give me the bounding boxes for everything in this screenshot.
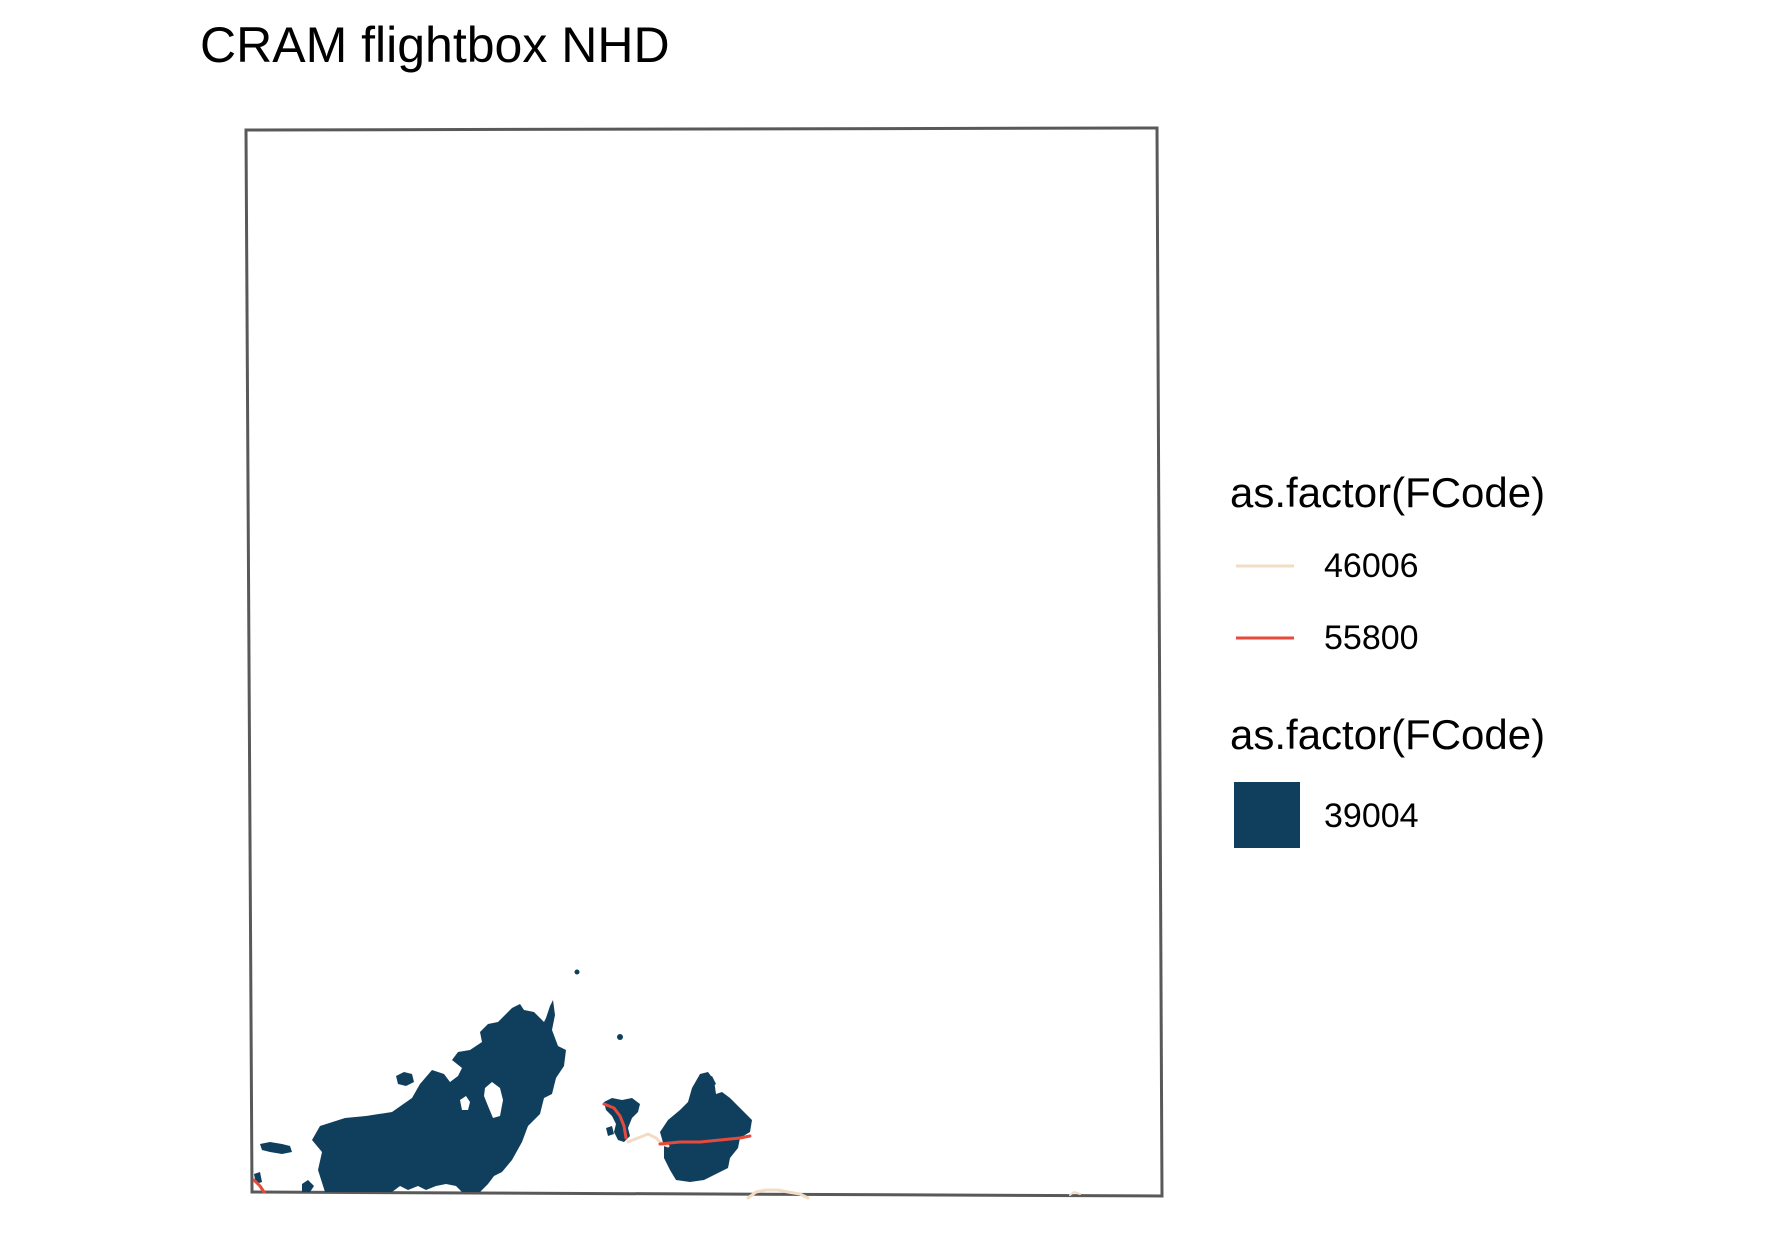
- legend-line-swatch: [1236, 636, 1294, 640]
- waterbody-east-lake: [660, 1072, 752, 1182]
- waterbody-west-inlet: [538, 1000, 555, 1040]
- waterbody-west-lake: [312, 1004, 566, 1192]
- legend-title: as.factor(FCode): [1230, 469, 1546, 516]
- legend-item: 39004: [1230, 782, 1545, 852]
- legend-lines: as.factor(FCode) 46006 55800: [1230, 468, 1545, 690]
- stream-55800-2: [658, 1134, 752, 1146]
- stream-55800-1: [602, 1102, 628, 1140]
- waterbody-pond-3: [302, 1180, 314, 1192]
- waterbody-east-pond: [704, 1076, 716, 1088]
- waterbody-central-pond: [606, 1126, 614, 1136]
- waterbody-pond-1: [396, 1072, 414, 1086]
- legend-label: 55800: [1324, 619, 1419, 657]
- legend-fill-swatch: [1234, 782, 1300, 848]
- stream-lines: [252, 1102, 1081, 1200]
- map-title: CRAM flightbox NHD: [200, 17, 670, 73]
- waterbody-dot-2: [617, 1034, 623, 1040]
- stream-46006-3: [1069, 1191, 1081, 1196]
- legend-fill: as.factor(FCode) 39004: [1230, 710, 1545, 852]
- legend-item: 46006: [1230, 546, 1545, 618]
- island-west-2: [460, 1096, 470, 1110]
- island-west-1: [484, 1082, 503, 1118]
- stream-46006-2: [746, 1188, 810, 1200]
- waterbody-pond-2: [260, 1142, 292, 1154]
- legend-item: 55800: [1230, 618, 1545, 690]
- legend-line-swatch: [1236, 564, 1294, 568]
- legend-label: 39004: [1324, 797, 1419, 835]
- legend-title: as.factor(FCode): [1230, 711, 1546, 758]
- stream-55800-3: [252, 1178, 266, 1194]
- flightbox-boundary: [244, 126, 1164, 1198]
- legend-label: 46006: [1324, 547, 1419, 585]
- waterbody-dot-1: [574, 969, 580, 975]
- waterbody-polygons: [254, 969, 752, 1192]
